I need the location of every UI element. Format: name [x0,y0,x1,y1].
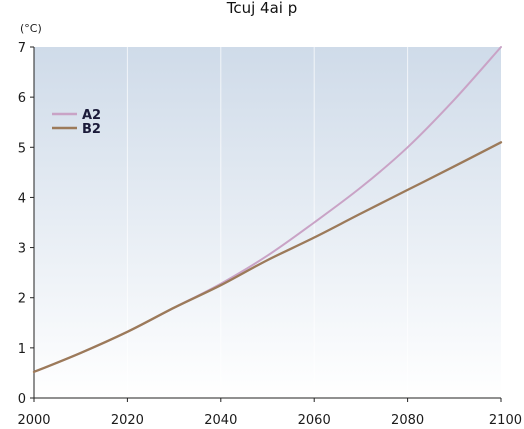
x-tick-label: 2040 [204,413,237,428]
y-tick-label: 0 [18,392,26,407]
x-tick-label: 2080 [391,413,424,428]
x-tick-label: 2100 [489,413,522,428]
y-tick-label: 5 [18,141,26,156]
plot-background [34,47,501,398]
x-tick-label: 2060 [298,413,331,428]
legend-label-b2: B2 [82,122,101,137]
x-tick-label: 2020 [111,413,144,428]
chart-title: Tcuj 4ai p [226,0,298,17]
data-series [32,46,503,374]
y-tick-label: 6 [18,91,26,106]
axes: 0 1 2 3 4 5 6 7 2000 2020 2040 2060 2080 2100 [17,41,522,428]
y-tick-label: 3 [18,242,26,257]
x-tick-label: 2000 [17,413,50,428]
y-tick-label: 1 [18,342,26,357]
legend-label-a2: A2 [82,108,101,123]
series-line-b2 [32,141,503,374]
y-tick-label: 4 [18,191,26,206]
y-tick-label: 2 [18,292,26,307]
y-tick-label: 7 [18,41,26,56]
y-axis-unit-label: (°C) [20,22,42,35]
